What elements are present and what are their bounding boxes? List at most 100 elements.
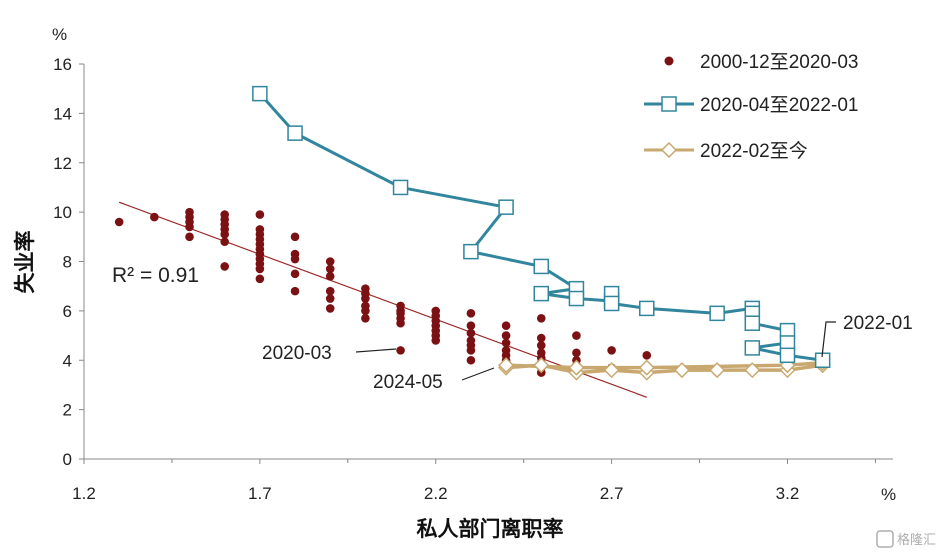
scatter-point — [325, 264, 335, 274]
scatter-point — [255, 264, 265, 274]
x-unit-label: % — [881, 485, 896, 504]
square-marker — [287, 125, 303, 141]
square-marker — [252, 85, 268, 102]
square-marker — [533, 258, 550, 275]
scatter-point — [220, 237, 229, 247]
legend-label-3: 2022-02至今 — [700, 140, 808, 162]
square-marker — [533, 285, 550, 302]
y-unit-label: % — [52, 25, 67, 44]
legend-item-2: 2020-04至2022-01 — [644, 95, 858, 116]
scatter-point — [220, 230, 229, 239]
legend-marker-diamond — [660, 141, 678, 159]
annotation-2024-05-leader — [461, 367, 495, 381]
scatter-point — [290, 269, 300, 279]
scatter-point — [185, 232, 194, 242]
square-marker — [639, 300, 655, 317]
scatter-point — [361, 306, 370, 316]
diamond-marker — [744, 362, 761, 379]
scatter-point — [361, 313, 370, 323]
scatter-point — [607, 346, 616, 355]
scatter-point — [290, 286, 300, 296]
scatter-point — [290, 232, 300, 242]
annotation-2020-03-text: 2020-03 — [262, 343, 332, 364]
square-marker — [392, 179, 409, 196]
watermark-text: 格隆汇 — [897, 532, 936, 547]
scatter-point — [114, 217, 124, 227]
y-tick-label: 14 — [53, 104, 72, 123]
square-marker — [744, 340, 761, 356]
scatter-point — [150, 212, 159, 222]
annotation-2022-01: 2022-01 — [821, 313, 913, 358]
x-tick-label: 2.7 — [600, 484, 624, 503]
diamond-marker — [638, 359, 655, 376]
scatter-point — [572, 348, 581, 358]
annotation-2020-03: 2020-03 — [262, 343, 397, 364]
y-tick-label: 16 — [53, 55, 72, 74]
annotation-2022-01-leader — [821, 321, 836, 358]
annotation-2022-01-text: 2022-01 — [843, 313, 913, 334]
ticks-layer: 0 2 4 6 8 10 12 14 16 1.2 1.7 2.2 2.7 3.2 — [53, 55, 876, 503]
legend-marker-dot — [664, 56, 674, 66]
annotation-2020-03-leader — [355, 348, 397, 353]
scatter-point — [325, 272, 335, 281]
legend-label-1: 2000-12至2020-03 — [700, 52, 858, 73]
axes-layer — [83, 64, 893, 460]
scatter-point — [325, 257, 335, 266]
x-tick-label: 3.2 — [776, 484, 800, 503]
y-axis-title: 失业率 — [13, 231, 37, 294]
annotation-2024-05-text: 2024-05 — [373, 372, 443, 393]
scatter-point — [185, 222, 194, 232]
diamond-marker — [603, 362, 620, 379]
diamond-marker — [498, 357, 515, 374]
x-axis-title: 私人部门离职率 — [417, 517, 564, 541]
y-tick-label: 6 — [63, 302, 72, 321]
scatter-point — [536, 313, 546, 323]
scatter-point — [466, 346, 476, 355]
diamond-marker — [533, 357, 550, 374]
x-tick-label: 2.2 — [424, 484, 448, 503]
y-tick-label: 2 — [63, 401, 72, 420]
plot-area — [114, 85, 831, 381]
scatter-point — [290, 254, 300, 264]
trendline — [118, 201, 647, 398]
square-marker — [568, 290, 585, 307]
diamond-marker — [568, 359, 585, 376]
scatter-point — [466, 328, 476, 338]
legend-item-3: 2022-02至今 — [644, 140, 808, 162]
scatter-point — [361, 294, 370, 303]
legend-item-1: 2000-12至2020-03 — [664, 52, 858, 73]
square-marker — [463, 243, 479, 260]
scatter-point — [325, 286, 335, 296]
scatter-point — [396, 318, 405, 328]
scatter-point — [501, 338, 511, 348]
square-marker — [709, 305, 725, 322]
diamond-marker — [709, 362, 726, 379]
square-marker — [744, 315, 761, 331]
scatter-point — [572, 331, 581, 340]
scatter-point — [220, 262, 229, 271]
scatter-point — [255, 274, 265, 284]
scatter-point — [431, 336, 441, 345]
series-2022-line — [504, 360, 823, 375]
y-tick-label: 8 — [63, 253, 72, 272]
scatter-point — [536, 341, 546, 350]
y-tick-label: 12 — [53, 154, 72, 173]
watermark-logo-icon — [876, 530, 894, 548]
scatter-point — [466, 309, 476, 318]
scatter-point — [466, 321, 476, 330]
scatter-point — [642, 351, 652, 360]
y-tick-label: 0 — [63, 450, 72, 469]
watermark: 格隆汇 — [876, 530, 936, 548]
y-tick-label: 4 — [63, 351, 72, 370]
scatter-point — [501, 331, 511, 340]
scatter-point — [466, 355, 476, 365]
square-marker — [603, 295, 620, 312]
legend-label-2: 2020-04至2022-01 — [700, 95, 858, 116]
legend-marker-square — [661, 96, 677, 112]
square-marker — [779, 347, 796, 364]
x-tick-label: 1.7 — [248, 484, 272, 503]
legend: 2000-12至2020-03 2020-04至2022-01 2022-02至… — [644, 52, 858, 162]
scatter-point — [536, 333, 546, 343]
scatter-point — [255, 210, 265, 219]
